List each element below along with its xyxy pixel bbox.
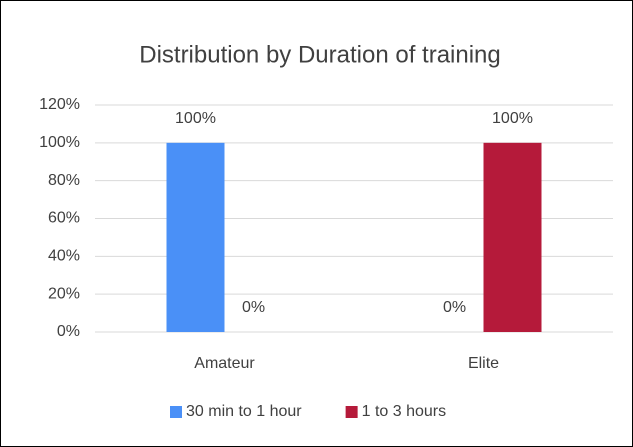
y-tick-label: 20% — [48, 285, 80, 302]
legend-label: 1 to 3 hours — [362, 403, 447, 420]
legend-label: 30 min to 1 hour — [186, 403, 302, 420]
data-label: 0% — [242, 299, 265, 316]
y-tick-label: 60% — [48, 210, 80, 227]
legend-swatch — [170, 406, 182, 418]
x-tick-label: Elite — [468, 355, 499, 372]
chart-title: Distribution by Duration of training — [139, 41, 501, 68]
y-tick-label: 120% — [39, 96, 80, 113]
data-label: 100% — [492, 110, 533, 127]
y-tick-label: 40% — [48, 248, 80, 265]
bar — [483, 142, 542, 332]
x-tick-label: Amateur — [194, 355, 255, 372]
bar — [166, 142, 225, 332]
legend-swatch — [345, 406, 358, 418]
y-tick-label: 80% — [48, 172, 80, 189]
y-tick-label: 100% — [39, 134, 80, 151]
data-label: 100% — [175, 110, 216, 127]
data-label: 0% — [443, 299, 466, 316]
y-tick-label: 0% — [57, 323, 80, 340]
